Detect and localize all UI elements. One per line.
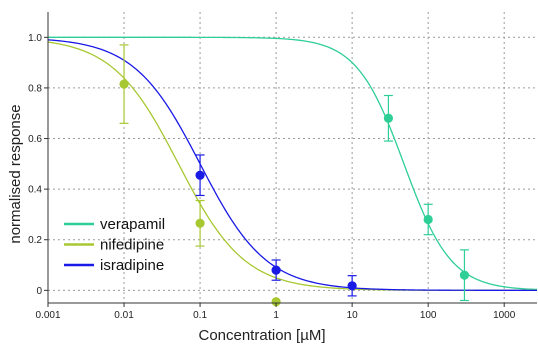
data-points	[119, 79, 470, 307]
verapamil-data-point	[459, 270, 470, 280]
nifedipine-data-point	[119, 79, 129, 89]
x-tick-label: 100	[420, 310, 437, 321]
legend-label-verapamil: verapamil	[100, 216, 165, 233]
verapamil-fit-curve	[48, 36, 538, 291]
y-tick-label: 0.2	[28, 235, 42, 246]
fit-curves	[47, 36, 538, 291]
isradipine-fit-curve	[47, 39, 537, 291]
x-tick-label: 10	[347, 310, 359, 321]
isradipine-data-point	[347, 281, 357, 291]
legend-label-nifedipine: nifedipine	[100, 237, 164, 254]
isradipine-data-point	[271, 265, 281, 275]
verapamil-data-point	[423, 214, 433, 225]
axes	[44, 12, 537, 307]
x-tick-label: 1	[273, 310, 279, 321]
x-tick-label: 0.1	[193, 310, 207, 321]
x-tick-label: 0.01	[114, 310, 134, 321]
legend: verapamil nifedipine isradipine	[64, 216, 165, 274]
isradipine-data-point	[195, 170, 205, 180]
x-tick-label: 1000	[493, 310, 516, 321]
x-axis-label: Concentration [µM]	[198, 327, 325, 344]
nifedipine-data-point	[195, 218, 205, 228]
nifedipine-data-point	[271, 297, 281, 307]
y-tick-label: 1.0	[28, 33, 42, 44]
x-tick-label: 0.001	[35, 310, 60, 321]
y-tick-label: 0.4	[28, 185, 42, 196]
legend-label-isradipine: isradipine	[100, 257, 164, 274]
x-tick-labels: 0.001 0.01 0.1 1 10 100 1000	[35, 310, 515, 321]
y-tick-label: 0	[36, 286, 42, 297]
verapamil-data-point	[383, 113, 394, 123]
y-axis-label: normalised response	[7, 104, 24, 243]
y-tick-label: 0.6	[28, 134, 42, 145]
y-tick-labels: 1.0 0.8 0.6 0.4 0.2 0	[28, 33, 42, 297]
y-tick-label: 0.8	[28, 83, 42, 94]
